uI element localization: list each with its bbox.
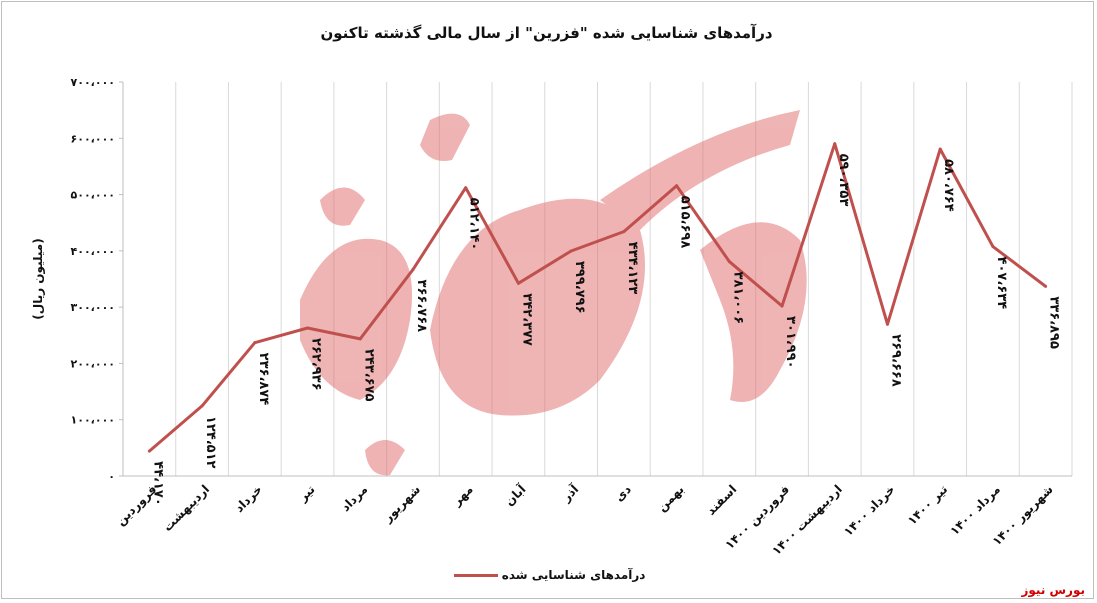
y-tick-label: ۴۰۰،۰۰۰ xyxy=(71,245,115,258)
data-label: ۱۲۴،۵۱۲ xyxy=(203,416,218,469)
data-point xyxy=(147,449,151,453)
series-line xyxy=(148,142,1047,453)
data-point xyxy=(358,337,362,341)
data-label: ۲۴۳،۶۷۵ xyxy=(361,349,376,402)
x-tick-label: اسفند xyxy=(704,482,740,518)
x-tick-label: شهریور xyxy=(380,482,424,526)
x-tick-label: مهر xyxy=(449,482,476,509)
data-point xyxy=(885,322,889,326)
chart-title: درآمدهای شناسایی شده "فزرین" از سال مالی… xyxy=(320,24,773,42)
data-label: ۲۶۲،۹۳۶ xyxy=(309,338,324,391)
x-tick-label: مرداد ۱۴۰۰ xyxy=(947,482,1003,538)
x-tick-label: خرداد xyxy=(232,482,265,515)
data-point xyxy=(200,404,204,408)
data-label: ۲۳۶،۸۷۴ xyxy=(256,353,271,406)
y-tick-label: ۶۰۰،۰۰۰ xyxy=(71,132,115,145)
x-tick-label: بهمن xyxy=(655,482,687,514)
data-point xyxy=(411,268,415,272)
data-label: ۳۴۲،۳۷۷ xyxy=(519,293,534,346)
data-label: ۵۱۵،۶۹۸ xyxy=(678,196,693,249)
data-label: ۴۰۷،۶۳۴ xyxy=(994,257,1009,310)
x-tick-label: آبان xyxy=(501,481,529,509)
y-tick-label: ۰ xyxy=(108,470,115,483)
data-label: ۵۸۰،۷۶۴ xyxy=(941,159,956,212)
data-label: ۳۸۱،۰۰۶ xyxy=(730,272,745,325)
data-label: ۳۹۹،۷۹۶ xyxy=(572,261,587,314)
y-tick-label: ۷۰۰،۰۰۰ xyxy=(71,76,115,89)
x-tick-label: خرداد ۱۴۰۰ xyxy=(841,482,898,539)
data-label: ۴۴،۱۷۰ xyxy=(150,461,165,506)
data-point xyxy=(675,184,679,188)
data-point xyxy=(306,326,310,330)
legend: درآمدهای شناسایی شده xyxy=(0,568,1093,582)
x-tick-label: اردیبهشت xyxy=(160,482,212,534)
y-tick-label: ۲۰۰،۰۰۰ xyxy=(71,357,115,370)
data-label: ۳۳۶،۸۹۵ xyxy=(1047,296,1062,349)
data-point xyxy=(833,142,837,146)
x-tick-label: آذر xyxy=(558,481,582,505)
data-point xyxy=(622,230,626,234)
data-label: ۵۹۰،۳۵۳ xyxy=(836,154,851,207)
x-tick-label: تیر xyxy=(295,482,318,505)
source-label: بورس نیوز xyxy=(1021,583,1085,597)
data-point xyxy=(569,249,573,253)
y-tick-label: ۱۰۰،۰۰۰ xyxy=(71,414,115,427)
watermark-logo xyxy=(300,110,807,476)
data-point xyxy=(938,147,942,151)
x-tick-label: دی xyxy=(612,482,634,504)
data-label: ۲۶۹،۶۶۸ xyxy=(888,334,903,387)
data-point xyxy=(253,341,257,345)
data-point xyxy=(516,281,520,285)
data-label: ۳۰۱،۹۹۰ xyxy=(783,316,798,369)
x-tick-label: تیر ۱۴۰۰ xyxy=(905,482,950,527)
y-tick-label: ۳۰۰،۰۰۰ xyxy=(71,301,115,314)
data-point xyxy=(991,245,995,249)
legend-label: درآمدهای شناسایی شده xyxy=(501,568,646,582)
data-point xyxy=(727,260,731,264)
data-point xyxy=(464,186,468,190)
x-tick-label: مرداد xyxy=(338,482,370,514)
legend-swatch xyxy=(453,574,498,577)
data-label: ۴۳۴،۱۲۳ xyxy=(625,242,640,295)
data-label: ۳۶۶،۷۶۸ xyxy=(414,280,429,333)
data-label: ۵۱۲،۱۴۰ xyxy=(467,198,482,251)
y-axis-label: (میلیون ریال) xyxy=(31,238,46,319)
data-point xyxy=(1044,284,1048,288)
data-point xyxy=(780,304,784,308)
y-tick-label: ۵۰۰،۰۰۰ xyxy=(71,189,115,202)
